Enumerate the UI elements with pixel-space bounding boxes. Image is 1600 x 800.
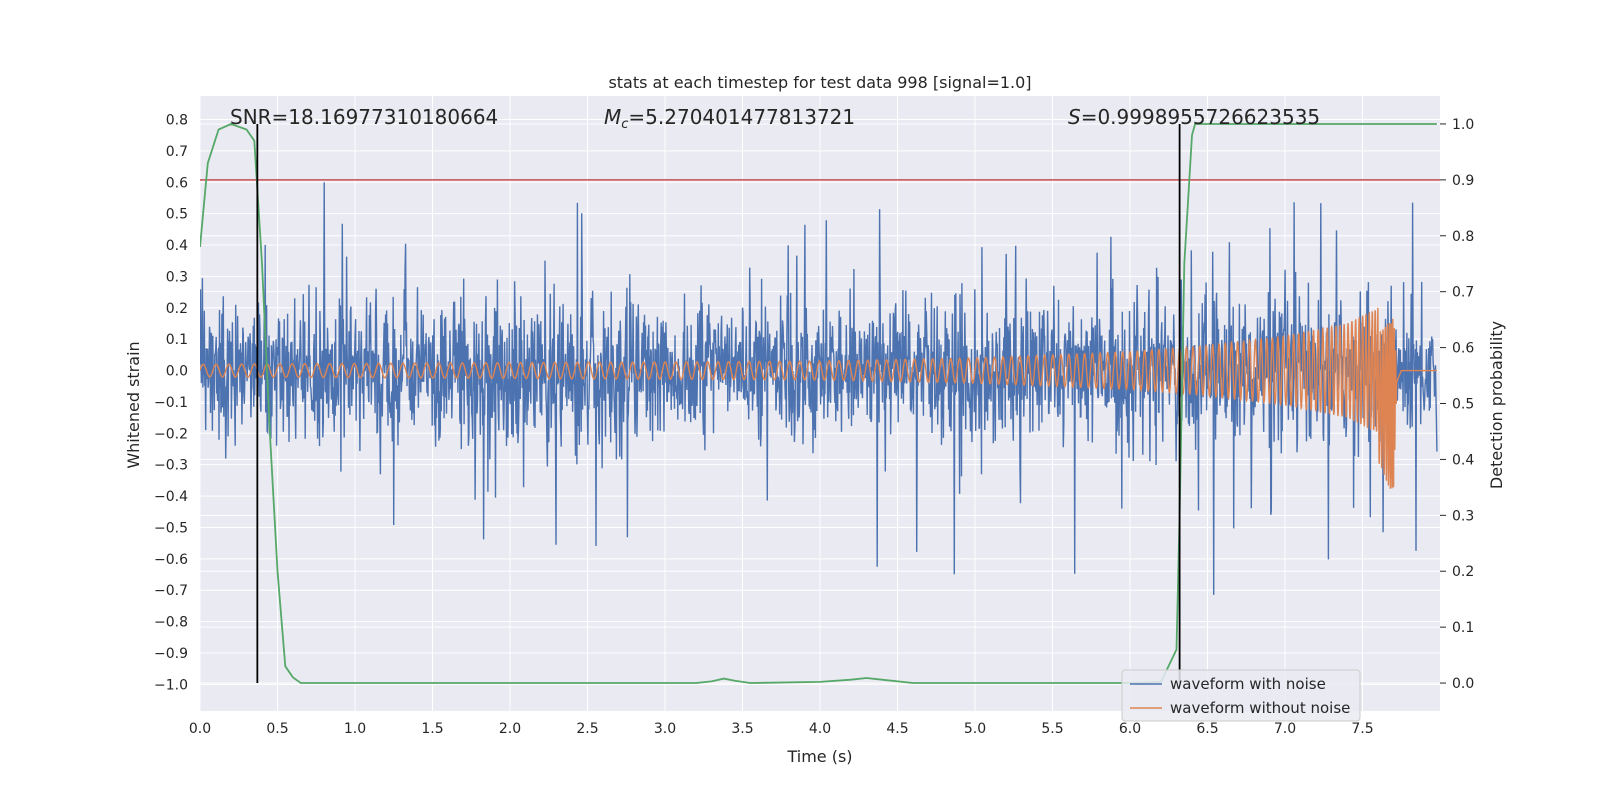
y-tick-label: −1.0 bbox=[154, 677, 188, 693]
y2-axis-label: Detection probability bbox=[1487, 321, 1506, 489]
x-tick-label: 1.0 bbox=[344, 721, 366, 737]
x-tick-label: 4.0 bbox=[809, 721, 831, 737]
x-tick-label: 6.5 bbox=[1196, 721, 1218, 737]
y2-tick-label: 0.0 bbox=[1452, 676, 1474, 692]
x-tick-label: 2.0 bbox=[499, 721, 521, 737]
legend-label-noise: waveform with noise bbox=[1170, 675, 1326, 693]
y-tick-label: 0.6 bbox=[166, 175, 188, 191]
y2-tick-label: 1.0 bbox=[1452, 117, 1474, 133]
y-tick-label: −0.5 bbox=[154, 520, 188, 536]
y-tick-label: 0.1 bbox=[166, 332, 188, 348]
x-tick-label: 7.5 bbox=[1351, 721, 1373, 737]
y2-tick-label: 0.6 bbox=[1452, 341, 1474, 357]
y-tick-label: −0.8 bbox=[154, 615, 188, 631]
y-tick-label: 0.7 bbox=[166, 144, 188, 160]
y-tick-label: −0.6 bbox=[154, 552, 188, 568]
legend-box bbox=[1121, 669, 1361, 722]
y2-tick-label: 0.1 bbox=[1452, 620, 1474, 636]
y-tick-label: 0.5 bbox=[166, 207, 188, 223]
y-axis-label: Whitened strain bbox=[124, 341, 143, 468]
y-tick-label: 0.8 bbox=[166, 113, 188, 129]
x-axis-label: Time (s) bbox=[786, 747, 852, 766]
y-tick-label: 0.0 bbox=[166, 364, 188, 380]
y-tick-label: −0.1 bbox=[154, 395, 188, 411]
x-tick-label: 2.5 bbox=[576, 721, 598, 737]
x-tick-label: 6.0 bbox=[1119, 721, 1141, 737]
x-tick-label: 4.5 bbox=[886, 721, 908, 737]
y2-tick-label: 0.7 bbox=[1452, 285, 1474, 301]
y2-tick-label: 0.3 bbox=[1452, 508, 1474, 524]
legend-label-clean: waveform without noise bbox=[1170, 699, 1350, 717]
x-tick-label: 1.5 bbox=[421, 721, 443, 737]
x-tick-label: 3.5 bbox=[731, 721, 753, 737]
x-tick-label: 3.0 bbox=[654, 721, 676, 737]
y-tick-label: −0.4 bbox=[154, 489, 188, 505]
y-tick-label: −0.2 bbox=[154, 426, 188, 442]
y2-tick-label: 0.8 bbox=[1452, 229, 1474, 245]
series-waveform-without-noise bbox=[200, 307, 1437, 489]
snr-annotation: SNR=18.16977310180664 bbox=[230, 105, 498, 129]
chirp-mass-annotation: Mc=5.270401477813721 bbox=[604, 105, 855, 132]
x-tick-label: 5.0 bbox=[964, 721, 986, 737]
y2-tick-label: 0.9 bbox=[1452, 173, 1474, 189]
legend: waveform with noise waveform without noi… bbox=[1121, 669, 1361, 722]
y2-tick-label: 0.4 bbox=[1452, 452, 1474, 468]
y-tick-label: −0.9 bbox=[154, 646, 188, 662]
x-tick-label: 0.5 bbox=[266, 721, 288, 737]
y-tick-label: −0.3 bbox=[154, 458, 188, 474]
y2-tick-label: 0.5 bbox=[1452, 397, 1474, 413]
y-tick-label: 0.4 bbox=[166, 238, 188, 254]
score-annotation: S=0.9998955726623535 bbox=[1068, 105, 1320, 129]
x-tick-label: 7.0 bbox=[1274, 721, 1296, 737]
y-tick-label: −0.7 bbox=[154, 583, 188, 599]
y-tick-label: 0.2 bbox=[166, 301, 188, 317]
chart-title: stats at each timestep for test data 998… bbox=[608, 73, 1031, 92]
x-tick-label: 5.5 bbox=[1041, 721, 1063, 737]
x-tick-label: 0.0 bbox=[189, 721, 211, 737]
y2-tick-label: 0.2 bbox=[1452, 564, 1474, 580]
y-tick-label: 0.3 bbox=[166, 269, 188, 285]
